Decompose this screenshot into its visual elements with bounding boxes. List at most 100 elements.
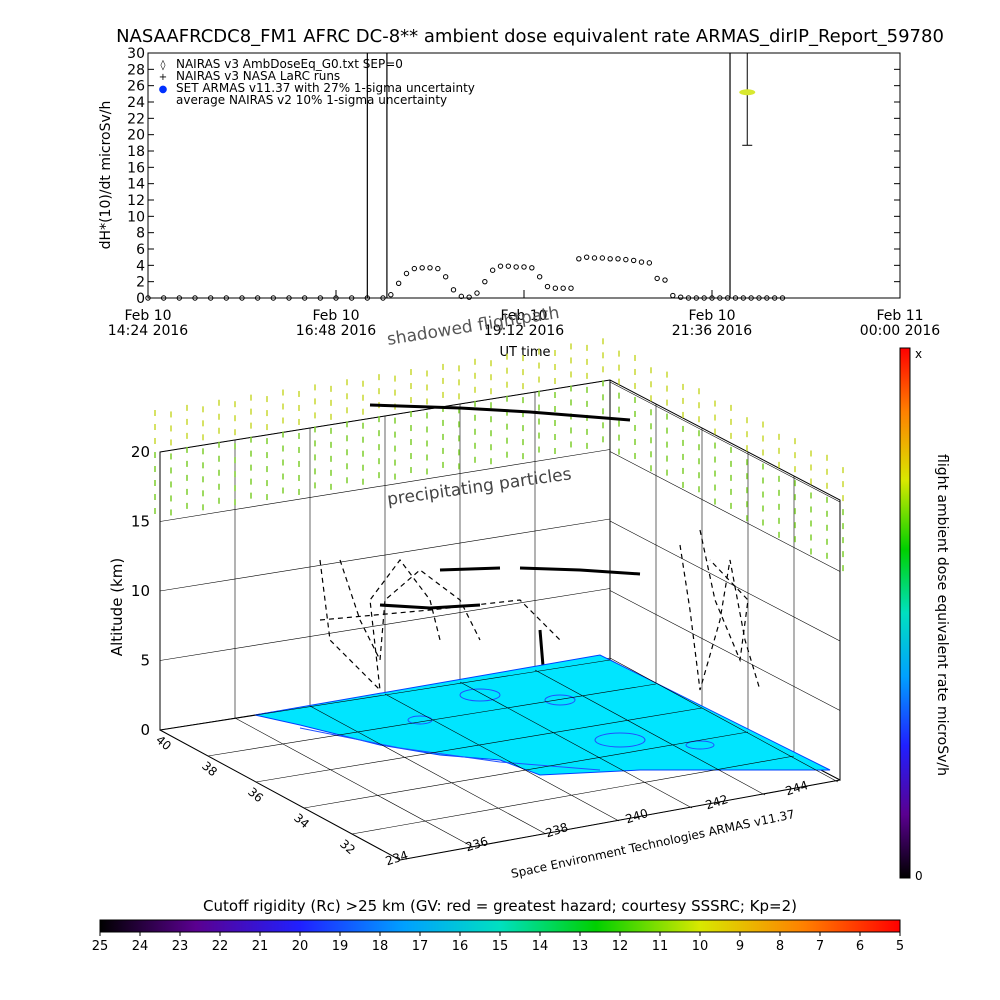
legend: ◊ NAIRAS v3 AmbDoseEq_G0.txt SEP=0 + NAIRAS… (159, 57, 475, 107)
data-point (427, 265, 433, 271)
data-point (348, 295, 355, 301)
y-tick-label: 24 (127, 95, 145, 111)
y-tick-label: 8 (136, 226, 145, 242)
y-tick-label: 20 (127, 128, 145, 144)
rigidity-tick-label: 15 (492, 939, 509, 954)
wall-gridline-side (609, 451, 841, 572)
rigidity-tick-label: 25 (92, 939, 109, 954)
precipitating-particles (154, 338, 844, 572)
data-point (207, 295, 214, 301)
data-point (560, 285, 566, 291)
y-tick-label: 2 (136, 275, 145, 291)
data-point (662, 277, 668, 283)
x-tick-label-time: 21:36 2016 (672, 323, 753, 339)
x-axis-label: UT time (500, 345, 551, 360)
colorbar-bottom-label: 0 (915, 869, 923, 883)
data-point (466, 294, 472, 300)
legend-marker: ● (159, 84, 168, 95)
rigidity-tick-label: 11 (652, 939, 669, 954)
armas-point (739, 89, 756, 96)
y-tick-label: 12 (127, 193, 145, 209)
dose-colorbar: x 0 flight ambient dose equivalent rate … (899, 347, 950, 883)
y-tick-label: 4 (136, 258, 145, 274)
colorbar-label: flight ambient dose equivalent rate micr… (934, 454, 950, 776)
data-point (223, 295, 230, 301)
data-point (442, 274, 449, 280)
data-point (458, 293, 465, 300)
altitude-tick-label: 10 (131, 582, 150, 600)
data-point (411, 265, 418, 272)
y-tick-label: 30 (127, 46, 145, 62)
data-point (145, 295, 151, 301)
data-point (670, 292, 676, 299)
data-point (615, 256, 621, 262)
data-point (435, 265, 441, 272)
y-tick-label: 6 (136, 242, 145, 258)
data-point (388, 292, 394, 298)
x-tick-label-time: 16:48 2016 (296, 323, 377, 339)
data-point (521, 264, 527, 270)
data-point (717, 295, 723, 301)
data-point (505, 263, 512, 269)
data-point (693, 295, 700, 301)
floor-gridline-lon (309, 705, 547, 835)
altitude-tick-label: 15 (131, 513, 150, 531)
data-point (591, 255, 598, 261)
y-tick-label: 28 (127, 62, 145, 78)
data-point (677, 294, 684, 300)
data-point (333, 295, 339, 301)
data-point (771, 295, 778, 301)
data-point (701, 295, 707, 301)
rigidity-gradient (99, 919, 901, 933)
data-point (450, 287, 457, 293)
data-point (160, 295, 167, 301)
vertical-lines (366, 53, 731, 298)
legend-marker: + (159, 72, 167, 83)
wall-gridline-side (609, 520, 841, 642)
data-point (419, 265, 425, 271)
rigidity-ticks: 25 24 23 22 21 20 19 18 17 16 15 14 13 12 11 10 9 8 7 6 5 (92, 932, 904, 954)
data-point (623, 256, 629, 263)
data-point (607, 256, 613, 262)
rigidity-tick-label: 14 (532, 939, 549, 954)
data-point (756, 295, 762, 301)
longitude-ticks: 234 236 238 240 242 244 (384, 778, 810, 868)
data-point (568, 285, 574, 291)
data-point (630, 257, 637, 264)
y-tick-label: 18 (127, 144, 145, 160)
data-point (513, 264, 519, 270)
y-axis-label: dH*(10)/dt microSv/h (98, 101, 114, 250)
rigidity-tick-label: 18 (372, 939, 389, 954)
latitude-tick-label: 32 (337, 837, 358, 858)
x-tick-label-date: Feb 11 (876, 308, 923, 324)
rigidity-tick-label: 17 (412, 939, 429, 954)
y-tick-label: 0 (136, 291, 145, 307)
x-tick-label-time: 14:24 2016 (108, 323, 189, 339)
rigidity-tick-label: 19 (332, 939, 349, 954)
legend-entry: NAIRAS v3 NASA LaRC runs (176, 69, 340, 83)
rigidity-bar: Cutoff rigidity (Rc) >25 km (GV: red = g… (92, 897, 904, 954)
page-title: NASAAFRCDC8_FM1 AFRC DC-8** ambient dose… (116, 26, 944, 47)
data-point (638, 259, 645, 265)
data-point (317, 295, 324, 301)
rigidity-tick-label: 13 (572, 939, 589, 954)
floor-gridline-lon (459, 681, 693, 809)
longitude-tick-label: 238 (544, 820, 570, 840)
data-point (709, 295, 715, 301)
floor-gridline-lon (534, 669, 766, 796)
floor-gridline (399, 779, 841, 861)
rigidity-tick-label: 8 (776, 939, 784, 954)
legend-entry: average NAIRAS v2 10% 1-sigma uncertaint… (176, 93, 447, 107)
legend-entry: SET ARMAS v11.37 with 27% 1-sigma uncert… (176, 81, 475, 95)
y-tick-label: 14 (127, 177, 145, 193)
altitude-axis-label: Altitude (km) (108, 558, 126, 656)
data-point (497, 263, 504, 269)
altitude-tick-label: 0 (140, 721, 150, 739)
particles-annotation: precipitating particles (386, 464, 573, 510)
rigidity-tick-label: 12 (612, 939, 629, 954)
data-point (599, 255, 606, 261)
data-point (239, 295, 245, 301)
